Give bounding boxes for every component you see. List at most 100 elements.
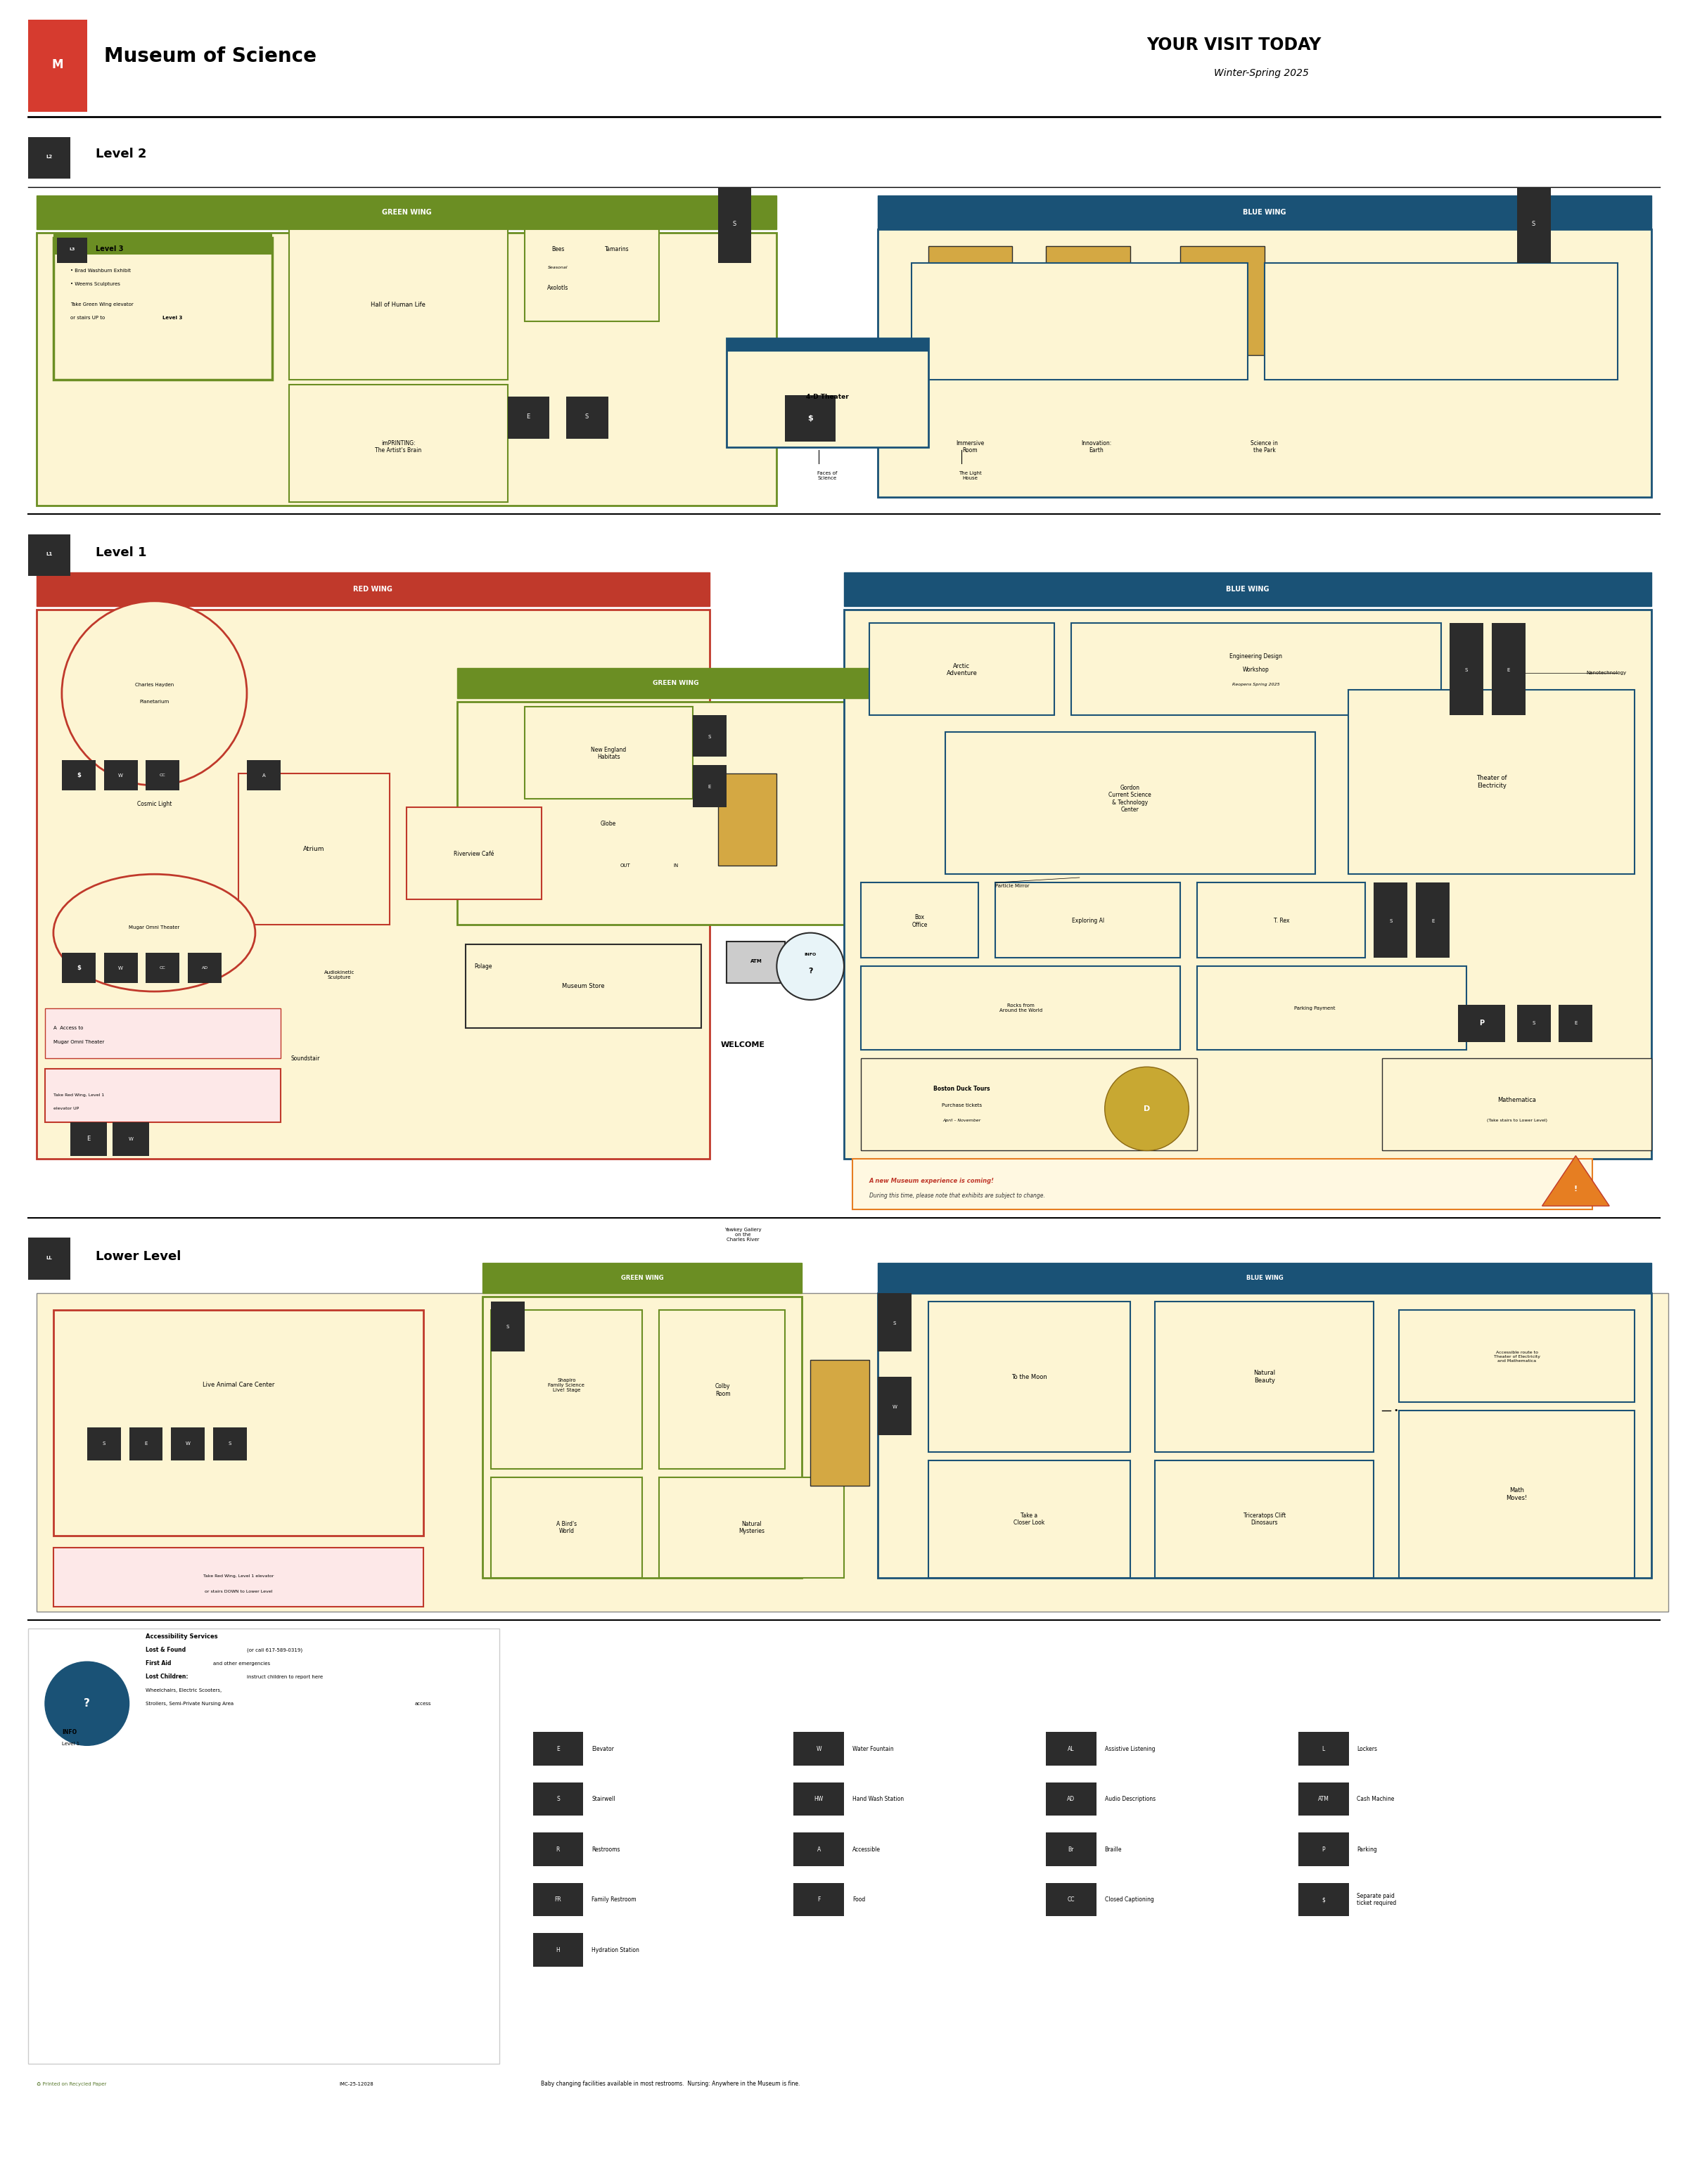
- Text: Planetarium: Planetarium: [140, 699, 169, 703]
- Text: Winter-Spring 2025: Winter-Spring 2025: [1214, 68, 1308, 79]
- Text: S: S: [584, 413, 589, 419]
- Bar: [717, 773, 776, 865]
- Bar: [29, 1238, 71, 1280]
- Bar: [29, 535, 71, 577]
- Text: CC: CC: [1067, 1896, 1075, 1902]
- Bar: [54, 1310, 424, 1535]
- Text: Stairwell: Stairwell: [592, 1795, 614, 1802]
- Text: Seasonal: Seasonal: [549, 266, 569, 269]
- Polygon shape: [1543, 1155, 1609, 1206]
- Text: 4-D Theater: 4-D Theater: [805, 393, 849, 400]
- Text: ?: ?: [84, 1699, 89, 1708]
- Text: or stairs DOWN to Lower Level: or stairs DOWN to Lower Level: [204, 1590, 272, 1592]
- Bar: [525, 708, 692, 799]
- Text: Hand Wash Station: Hand Wash Station: [852, 1795, 903, 1802]
- Text: INFO: INFO: [62, 1730, 76, 1736]
- Text: Natural
Mysteries: Natural Mysteries: [738, 1520, 765, 1535]
- Text: Level 3: Level 3: [96, 247, 123, 253]
- Bar: [1349, 690, 1634, 874]
- Text: Restrooms: Restrooms: [592, 1845, 619, 1852]
- Text: or stairs UP to: or stairs UP to: [71, 317, 105, 321]
- Bar: [878, 1376, 912, 1435]
- Text: Polage: Polage: [474, 963, 491, 970]
- Text: Parking Payment: Parking Payment: [1295, 1007, 1335, 1011]
- Bar: [113, 1123, 149, 1155]
- Bar: [861, 1059, 1197, 1151]
- Bar: [187, 952, 221, 983]
- Bar: [37, 232, 776, 505]
- Text: S: S: [1465, 668, 1469, 673]
- Bar: [533, 1883, 584, 1915]
- Text: April – November: April – November: [942, 1118, 981, 1123]
- Text: W: W: [891, 1404, 896, 1409]
- Text: Math
Moves!: Math Moves!: [1506, 1487, 1528, 1500]
- Bar: [491, 1310, 641, 1470]
- Text: Faces of
Science: Faces of Science: [817, 472, 837, 480]
- Text: IMC-25-12028: IMC-25-12028: [339, 2081, 373, 2086]
- Text: Boston Duck Tours: Boston Duck Tours: [933, 1085, 991, 1092]
- Text: Cash Machine: Cash Machine: [1357, 1795, 1394, 1802]
- Text: L2: L2: [46, 155, 52, 159]
- Text: Atrium: Atrium: [304, 845, 324, 852]
- Text: ?: ?: [809, 968, 812, 974]
- Bar: [878, 1293, 1651, 1577]
- Circle shape: [1104, 1066, 1188, 1151]
- Text: W: W: [118, 965, 123, 970]
- Text: imPRINTING:
The Artist's Brain: imPRINTING: The Artist's Brain: [375, 441, 422, 454]
- Text: S: S: [893, 1321, 896, 1326]
- Bar: [29, 20, 88, 111]
- Text: Purchase tickets: Purchase tickets: [942, 1103, 982, 1107]
- Text: S: S: [1531, 221, 1536, 227]
- Bar: [457, 701, 895, 924]
- Bar: [46, 1009, 280, 1059]
- Text: and other emergencies: and other emergencies: [213, 1662, 270, 1666]
- Text: Arctic
Adventure: Arctic Adventure: [947, 664, 977, 677]
- Bar: [793, 1732, 844, 1765]
- Text: S: S: [506, 1324, 510, 1328]
- Text: INFO: INFO: [803, 952, 817, 957]
- Text: LL: LL: [46, 1256, 52, 1260]
- Bar: [928, 1302, 1129, 1452]
- Text: ATM: ATM: [1318, 1795, 1328, 1802]
- Text: YOUR VISIT TODAY: YOUR VISIT TODAY: [1146, 37, 1322, 52]
- Bar: [1298, 1832, 1349, 1865]
- Bar: [466, 943, 701, 1029]
- Text: S: S: [103, 1441, 105, 1446]
- Bar: [407, 808, 542, 900]
- Bar: [71, 1123, 108, 1155]
- Text: Family Restroom: Family Restroom: [592, 1896, 636, 1902]
- Bar: [785, 395, 836, 441]
- Text: Triceratops Clift
Dinosaurs: Triceratops Clift Dinosaurs: [1244, 1514, 1286, 1527]
- Bar: [793, 1782, 844, 1815]
- Text: E: E: [527, 413, 530, 419]
- Text: WELCOME: WELCOME: [721, 1042, 765, 1048]
- Text: Riverview Café: Riverview Café: [454, 852, 495, 858]
- Text: A Bird's
World: A Bird's World: [557, 1520, 577, 1535]
- Bar: [945, 732, 1315, 874]
- Bar: [1374, 882, 1408, 959]
- Text: OUT: OUT: [619, 863, 631, 867]
- Bar: [29, 1627, 500, 2064]
- Text: Audio Descriptions: Audio Descriptions: [1104, 1795, 1156, 1802]
- Text: E: E: [1431, 919, 1435, 924]
- Bar: [1298, 1782, 1349, 1815]
- Bar: [692, 714, 726, 758]
- Bar: [1399, 1310, 1634, 1402]
- Text: F: F: [817, 1896, 820, 1902]
- Text: R: R: [555, 1845, 560, 1852]
- Text: access: access: [415, 1701, 432, 1706]
- Text: AD: AD: [1067, 1795, 1075, 1802]
- Text: Lost & Found: Lost & Found: [145, 1647, 186, 1653]
- Text: W: W: [186, 1441, 191, 1446]
- Bar: [533, 1933, 584, 1966]
- Text: L1: L1: [46, 553, 52, 557]
- Bar: [533, 1732, 584, 1765]
- Bar: [928, 247, 1013, 354]
- Bar: [1518, 188, 1551, 262]
- Bar: [567, 397, 608, 439]
- Bar: [1180, 247, 1264, 354]
- Bar: [128, 1426, 162, 1461]
- Text: Yawkey Gallery
on the
Charles River: Yawkey Gallery on the Charles River: [724, 1227, 761, 1241]
- Text: Mugar Omni Theater: Mugar Omni Theater: [54, 1040, 105, 1044]
- Text: Take Red Wing, Level 1 elevator: Take Red Wing, Level 1 elevator: [203, 1575, 273, 1579]
